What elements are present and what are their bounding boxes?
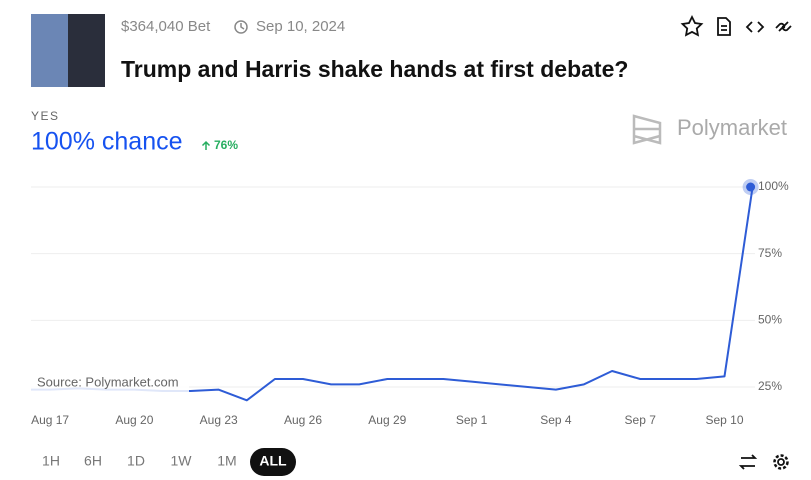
x-tick-label: Sep 10 bbox=[705, 413, 743, 427]
x-tick-label: Aug 23 bbox=[200, 413, 238, 427]
brand: Polymarket bbox=[677, 115, 787, 140]
thumbnail-left bbox=[31, 14, 68, 87]
settings-icon[interactable] bbox=[777, 458, 785, 466]
x-tick-label: Aug 26 bbox=[284, 413, 322, 427]
chance: 100% chance bbox=[31, 128, 183, 156]
range-button[interactable]: 1D bbox=[127, 453, 145, 469]
x-tick-label: Aug 20 bbox=[115, 413, 153, 427]
y-tick-label: 75% bbox=[758, 246, 782, 260]
settings-gear[interactable] bbox=[773, 454, 789, 470]
title: Trump and Harris shake hands at first de… bbox=[121, 56, 628, 82]
range-button[interactable]: ALL bbox=[259, 453, 287, 469]
volume: $364,040 Bet bbox=[121, 18, 211, 35]
doc-icon[interactable] bbox=[717, 17, 731, 36]
brand-logo bbox=[632, 114, 662, 145]
range-button[interactable]: 1H bbox=[42, 453, 60, 469]
clock-hand bbox=[240, 23, 245, 30]
range-button[interactable]: 1M bbox=[217, 453, 236, 469]
series-line bbox=[31, 186, 754, 402]
link-icon[interactable] bbox=[775, 21, 792, 32]
range-button[interactable]: 1W bbox=[171, 453, 193, 469]
clock-icon bbox=[234, 20, 248, 34]
x-tick-label: Sep 4 bbox=[540, 413, 572, 427]
range-active bbox=[250, 448, 296, 476]
source-bg bbox=[31, 372, 189, 394]
outcome-label: YES bbox=[31, 109, 60, 123]
swap-icon[interactable] bbox=[738, 454, 758, 470]
thumbnail-right bbox=[68, 14, 105, 87]
date: Sep 10, 2024 bbox=[256, 18, 345, 35]
y-tick-label: 100% bbox=[758, 179, 789, 193]
source: Source: Polymarket.com bbox=[37, 374, 179, 389]
y-tick-label: 25% bbox=[758, 379, 782, 393]
star-icon[interactable] bbox=[680, 14, 704, 37]
embed-icon[interactable] bbox=[745, 21, 765, 33]
x-tick-label: Sep 7 bbox=[625, 413, 657, 427]
x-tick-label: Aug 17 bbox=[31, 413, 69, 427]
x-tick-label: Aug 29 bbox=[368, 413, 406, 427]
end-dot bbox=[746, 182, 756, 192]
change: 76% bbox=[214, 138, 238, 152]
x-tick-label: Sep 1 bbox=[456, 413, 488, 427]
up-arrow bbox=[201, 140, 211, 150]
y-tick-label: 50% bbox=[758, 313, 782, 327]
range-button[interactable]: 6H bbox=[84, 453, 102, 469]
